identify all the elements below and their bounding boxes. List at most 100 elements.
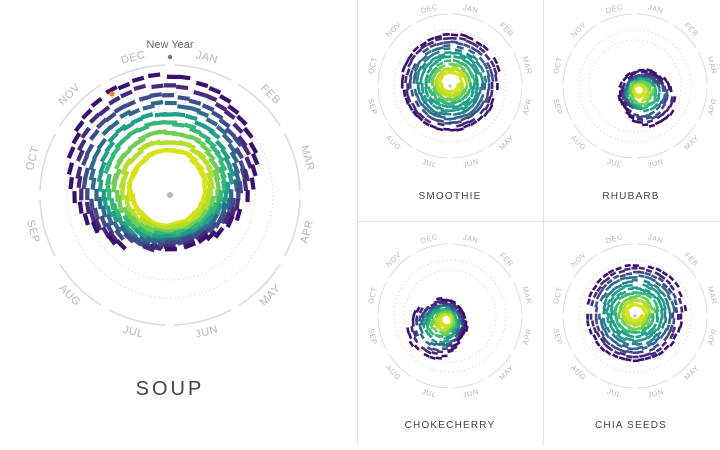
- data-mark: [654, 280, 662, 287]
- data-mark: [609, 305, 614, 313]
- data-mark: [660, 103, 667, 110]
- data-mark: [429, 124, 437, 130]
- data-mark: [679, 313, 683, 320]
- data-mark: [620, 349, 628, 354]
- data-mark: [634, 76, 641, 81]
- data-mark: [631, 119, 639, 124]
- data-mark: [459, 36, 467, 42]
- data-mark: [596, 277, 603, 284]
- data-mark: [646, 293, 653, 300]
- data-mark: [449, 51, 457, 55]
- data-mark: [414, 315, 419, 322]
- data-mark: [671, 326, 677, 333]
- data-mark: [495, 64, 501, 73]
- data-mark: [231, 161, 241, 175]
- month-arc: [284, 133, 301, 191]
- data-mark: [415, 59, 423, 67]
- data-mark: [242, 168, 250, 182]
- data-mark: [204, 93, 218, 102]
- month-label-oct: OCT: [24, 145, 42, 172]
- month-label-aug: AUG: [569, 133, 588, 152]
- data-mark: [632, 347, 639, 351]
- month-label-sep: SEP: [366, 98, 379, 116]
- data-mark: [434, 34, 442, 39]
- month-label-jun: JUN: [462, 387, 480, 400]
- month-label-may: MAY: [682, 133, 701, 152]
- data-mark: [608, 289, 615, 296]
- month-label-nov: NOV: [384, 20, 403, 39]
- data-mark: [456, 127, 464, 132]
- data-mark: [655, 104, 662, 111]
- data-mark: [208, 129, 221, 140]
- data-mark: [595, 293, 601, 300]
- month-label-apr: APR: [706, 327, 719, 346]
- month-arc: [573, 24, 598, 49]
- data-mark: [617, 313, 621, 320]
- data-mark: [212, 161, 222, 175]
- data-mark: [197, 233, 210, 244]
- data-mark: [631, 342, 638, 346]
- month-label-dec: DEC: [420, 232, 439, 245]
- data-mark: [106, 233, 117, 246]
- data-mark: [82, 167, 90, 181]
- data-mark: [79, 188, 84, 201]
- panel-title-smoothie: SMOOTHIE: [418, 191, 482, 202]
- data-mark: [489, 97, 495, 106]
- data-mark: [479, 107, 486, 115]
- data-mark: [475, 49, 483, 56]
- data-mark: [409, 54, 417, 62]
- data-mark: [657, 350, 664, 356]
- data-mark: [631, 266, 638, 270]
- month-arc: [487, 353, 512, 378]
- data-mark: [452, 336, 459, 343]
- data-mark: [638, 291, 646, 296]
- data-mark: [250, 163, 258, 177]
- data-mark: [449, 326, 456, 333]
- data-mark: [427, 75, 432, 84]
- data-mark: [482, 62, 489, 70]
- data-mark: [614, 330, 621, 337]
- data-mark: [99, 215, 108, 228]
- data-mark: [223, 211, 232, 225]
- data-mark: [476, 115, 484, 122]
- data-mark: [220, 148, 231, 161]
- month-arc: [698, 281, 708, 314]
- data-mark: [602, 303, 607, 310]
- data-mark: [625, 310, 630, 317]
- data-mark: [646, 68, 653, 73]
- data-mark: [494, 74, 498, 82]
- data-mark: [454, 48, 463, 53]
- month-label-feb: FEB: [498, 21, 516, 39]
- data-mark: [600, 323, 605, 331]
- data-mark: [619, 276, 627, 281]
- month-arc: [284, 199, 301, 257]
- month-arc: [513, 281, 523, 314]
- data-mark: [227, 172, 235, 185]
- data-mark: [631, 276, 638, 279]
- month-label-aug: AUG: [384, 363, 403, 382]
- month-arc: [698, 88, 708, 121]
- data-mark: [454, 328, 460, 335]
- data-mark: [405, 68, 411, 76]
- data-mark: [182, 238, 196, 247]
- data-mark: [602, 291, 608, 299]
- data-mark: [138, 215, 151, 228]
- radial-frame-4: JAN FEB MAR APR MAY JUN JUL AUG SEP OCT NOV DEC: [551, 232, 719, 400]
- data-mark: [656, 113, 663, 120]
- data-mark: [464, 321, 468, 328]
- data-mark: [588, 328, 593, 335]
- month-arc: [698, 318, 708, 351]
- data-mark: [644, 275, 652, 280]
- data-mark: [451, 309, 458, 316]
- month-label-feb: FEB: [498, 251, 516, 269]
- data-mark: [655, 316, 660, 323]
- data-mark: [669, 85, 673, 93]
- month-label-nov: NOV: [384, 250, 403, 269]
- data-mark: [598, 313, 601, 320]
- data-mark: [123, 232, 135, 244]
- month-label-apr: APR: [521, 327, 534, 346]
- data-mark: [76, 149, 85, 162]
- data-mark: [147, 72, 161, 79]
- data-mark: [450, 128, 458, 132]
- data-mark: [195, 230, 208, 242]
